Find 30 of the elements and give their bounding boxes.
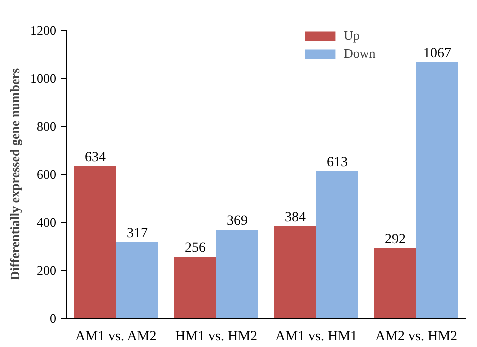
- x-tick-label: AM1 vs. HM1: [275, 330, 358, 344]
- legend-label: Up: [344, 29, 361, 44]
- y-tick-label: 600: [37, 167, 56, 182]
- bar: [416, 62, 458, 318]
- bar: [74, 166, 116, 318]
- data-label: 292: [385, 232, 406, 248]
- bar: [216, 230, 258, 318]
- data-label: 369: [227, 214, 248, 229]
- y-tick-label: 0: [50, 311, 56, 326]
- x-tick-label: AM2 vs. HM2: [375, 330, 458, 344]
- bar: [274, 226, 316, 318]
- x-tick-label: HM1 vs. HM2: [175, 330, 258, 344]
- data-label: 317: [127, 226, 148, 242]
- y-tick-label: 400: [37, 215, 56, 230]
- x-tick-label: AM1 vs. AM2: [75, 330, 157, 344]
- data-label: 634: [85, 150, 106, 166]
- y-tick-label: 1000: [30, 71, 56, 86]
- y-tick-label: 200: [37, 263, 56, 278]
- y-tick-label: 1200: [30, 23, 56, 38]
- data-label: 1067: [424, 46, 452, 62]
- bar: [374, 248, 416, 318]
- data-label: 613: [327, 155, 348, 170]
- data-label: 384: [285, 210, 306, 226]
- bar: [174, 257, 216, 318]
- data-label: 256: [185, 241, 206, 256]
- legend-label: Down: [344, 46, 376, 62]
- y-axis-title: Differentially expressed gene numbers: [8, 68, 22, 281]
- bar: [316, 171, 358, 318]
- y-tick-label: 800: [37, 119, 56, 134]
- bar: [116, 242, 158, 318]
